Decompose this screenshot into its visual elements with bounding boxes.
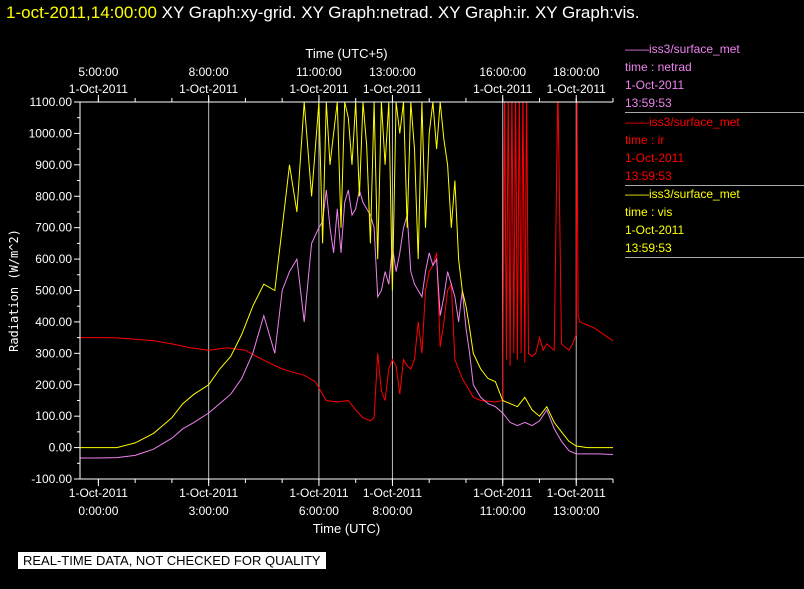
- timestamp: 1-oct-2011,14:00:00: [6, 3, 157, 22]
- legend-vis-date: 1-Oct-2011: [625, 223, 685, 237]
- series-line-time-ir: [80, 102, 613, 422]
- series-line-time-vis: [80, 102, 613, 449]
- y-tick-label: 500.00: [35, 284, 72, 298]
- legend-vis: ——iss3/surface_met time : vis 1-Oct-2011…: [625, 185, 804, 258]
- graph-title-bar: 1-oct-2011,14:00:00 XY Graph:xy-grid. XY…: [6, 3, 640, 23]
- x-tick-label-date: 1-Oct-2011: [69, 486, 128, 500]
- top-axis-title: Time (UTC+5): [305, 46, 387, 61]
- x-tick-label-date: 1-Oct-2011: [473, 486, 532, 500]
- y-tick-label: 800.00: [35, 189, 72, 203]
- legend-divider: [625, 185, 804, 186]
- x-tick-label-time: 8:00:00: [372, 504, 412, 518]
- top-tick-label-date: 1-Oct-2011: [363, 82, 422, 96]
- legend-netrad-line: ——iss3/surface_met: [625, 42, 740, 56]
- y-tick-label: 400.00: [35, 315, 72, 329]
- graph-name-netrad: XY Graph:netrad.: [301, 3, 434, 22]
- x-tick-label-time: 0:00:00: [78, 504, 118, 518]
- x-tick-label-date: 1-Oct-2011: [547, 486, 606, 500]
- series-line-time-netrad: [80, 189, 613, 459]
- y-tick-label: 200.00: [35, 378, 72, 392]
- top-tick-label-date: 1-Oct-2011: [69, 82, 128, 96]
- top-tick-label-time: 8:00:00: [189, 65, 229, 79]
- y-tick-label: 1100.00: [30, 95, 73, 109]
- top-tick-label-date: 1-Oct-2011: [547, 82, 606, 96]
- y-tick-label: 600.00: [35, 252, 72, 266]
- x-tick-label-date: 1-Oct-2011: [363, 486, 422, 500]
- top-tick-label-time: 5:00:00: [78, 65, 118, 79]
- top-tick-label-time: 18:00:00: [553, 65, 600, 79]
- x-tick-label-time: 6:00:00: [299, 504, 339, 518]
- legend-ir-time: 13:59:53: [625, 169, 672, 183]
- y-tick-label: -100.00: [31, 472, 72, 486]
- y-tick-label: 300.00: [35, 346, 72, 360]
- legend-netrad-var: time : netrad: [625, 60, 692, 74]
- y-tick-label: 700.00: [35, 221, 72, 235]
- legend-netrad-date: 1-Oct-2011: [625, 78, 685, 92]
- legend-ir: ——iss3/surface_met time : ir 1-Oct-2011 …: [625, 113, 804, 186]
- legend-vis-line: ——iss3/surface_met: [625, 187, 740, 201]
- top-tick-label-time: 16:00:00: [479, 65, 526, 79]
- top-tick-label-date: 1-Oct-2011: [473, 82, 532, 96]
- legend-ir-date: 1-Oct-2011: [625, 151, 685, 165]
- graph-name-xy-grid: XY Graph:xy-grid.: [161, 3, 297, 22]
- top-tick-label-time: 13:00:00: [369, 65, 416, 79]
- x-axis-title: Time (UTC): [313, 521, 380, 536]
- legend-divider: [625, 257, 804, 258]
- y-tick-label: 1000.00: [29, 126, 73, 140]
- x-tick-label-time: 3:00:00: [189, 504, 229, 518]
- y-tick-label: 900.00: [35, 158, 72, 172]
- y-tick-label: 0.00: [49, 441, 73, 455]
- x-tick-label-date: 1-Oct-2011: [179, 486, 238, 500]
- legend-vis-time: 13:59:53: [625, 241, 672, 255]
- x-tick-label-time: 13:00:00: [553, 504, 600, 518]
- legend-vis-var: time : vis: [625, 205, 673, 219]
- legend-ir-line: ——iss3/surface_met: [625, 115, 740, 129]
- legend-ir-var: time : ir: [625, 133, 665, 147]
- y-axis-title: Radiation (W/m^2): [7, 229, 21, 352]
- top-tick-label-date: 1-Oct-2011: [289, 82, 348, 96]
- legend-netrad: ——iss3/surface_met time : netrad 1-Oct-2…: [625, 40, 804, 113]
- legend-divider: [625, 112, 804, 113]
- y-tick-label: 100.00: [35, 409, 72, 423]
- x-tick-label-time: 11:00:00: [480, 504, 526, 518]
- graph-name-vis: XY Graph:vis.: [534, 3, 640, 22]
- x-tick-label-date: 1-Oct-2011: [289, 486, 348, 500]
- top-tick-label-time: 11:00:00: [296, 65, 342, 79]
- top-tick-label-date: 1-Oct-2011: [179, 82, 238, 96]
- legend-netrad-time: 13:59:53: [625, 96, 672, 110]
- qc-notice: REAL-TIME DATA, NOT CHECKED FOR QUALITY: [18, 552, 326, 569]
- graph-name-ir: XY Graph:ir.: [437, 3, 531, 22]
